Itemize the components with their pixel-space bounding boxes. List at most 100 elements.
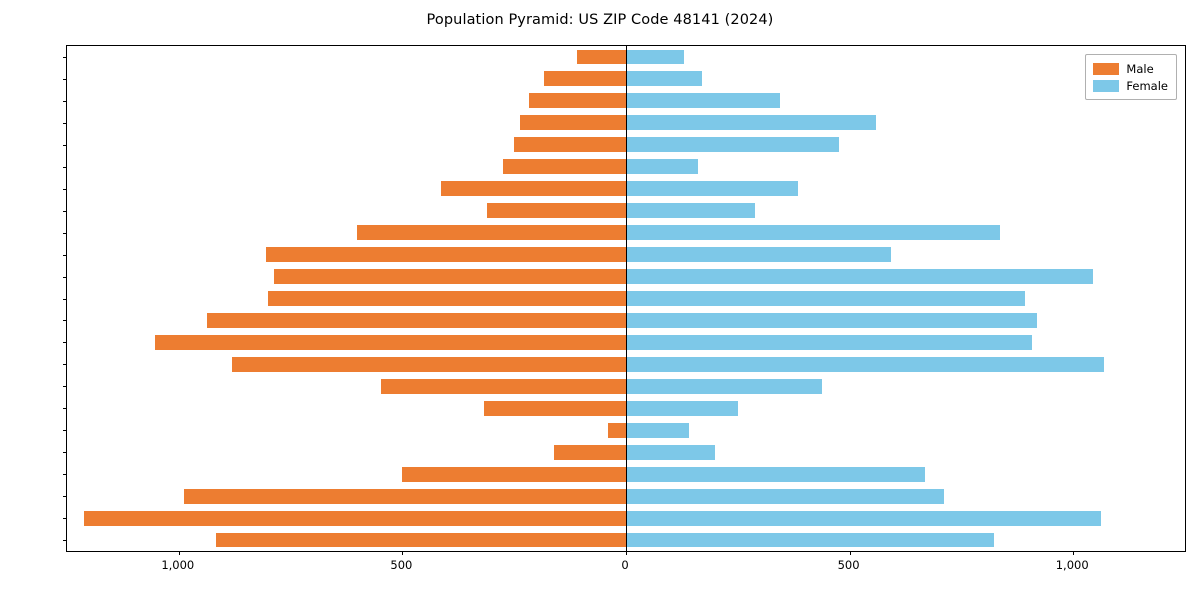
legend-label-female: Female — [1126, 78, 1168, 93]
bar-row — [67, 71, 1185, 87]
bar-row — [67, 269, 1185, 284]
bar-female — [626, 422, 689, 438]
bar-male — [502, 159, 626, 175]
bar-male — [513, 137, 626, 153]
y-axis-tick-mark — [63, 386, 67, 388]
bar-male — [216, 532, 626, 548]
bar-male — [268, 291, 626, 306]
bar-female — [626, 488, 944, 504]
bar-male — [577, 49, 626, 65]
bar-female — [626, 247, 892, 263]
y-axis-tick-mark — [63, 408, 67, 410]
bar-female — [626, 203, 756, 219]
bar-female — [626, 378, 822, 394]
bar-female — [626, 312, 1037, 328]
bar-row — [67, 532, 1185, 548]
bar-row — [67, 312, 1185, 328]
bar-female — [626, 115, 877, 131]
y-axis-tick-mark — [63, 188, 67, 190]
x-axis-tick-mark — [849, 551, 851, 555]
bar-row — [67, 181, 1185, 197]
bar-male — [356, 225, 626, 241]
bar-female — [626, 532, 994, 548]
bar-female — [626, 181, 798, 197]
x-axis-tick-mark — [626, 551, 627, 555]
bar-female — [626, 510, 1101, 526]
bar-row — [67, 422, 1185, 438]
x-axis-tick-mark — [1073, 551, 1075, 555]
bar-row — [67, 356, 1185, 372]
x-axis-tick-label: 0 — [621, 558, 629, 572]
bar-male — [84, 510, 626, 526]
y-axis-tick-mark — [63, 232, 67, 234]
x-axis-tick-mark — [402, 551, 404, 555]
y-axis-tick-mark — [63, 364, 67, 366]
bar-female — [626, 400, 739, 416]
bar-male — [381, 378, 626, 394]
bar-row — [67, 159, 1185, 175]
y-axis-tick-mark — [63, 56, 67, 58]
x-axis-tick-label: 500 — [390, 558, 413, 572]
bar-row — [67, 444, 1185, 460]
bar-row — [67, 247, 1185, 263]
y-axis-tick-mark — [63, 474, 67, 476]
bar-male — [519, 115, 626, 131]
bar-row — [67, 488, 1185, 504]
bar-female — [626, 269, 1093, 284]
y-axis-tick-mark — [63, 452, 67, 454]
bar-female — [626, 356, 1104, 372]
y-axis-tick-mark — [63, 210, 67, 212]
x-axis-tick-mark — [178, 551, 180, 555]
bar-male — [441, 181, 626, 197]
bar-male — [155, 334, 626, 350]
y-axis-tick-mark — [63, 78, 67, 80]
legend-item-female: Female — [1093, 77, 1168, 94]
y-axis-tick-mark — [63, 100, 67, 102]
bar-male — [553, 444, 626, 460]
y-axis-tick-mark — [63, 276, 67, 278]
bar-male — [486, 203, 626, 219]
y-axis-tick-mark — [63, 166, 67, 168]
y-axis-tick-mark — [63, 518, 67, 520]
bar-row — [67, 49, 1185, 65]
chart-title: Population Pyramid: US ZIP Code 48141 (2… — [426, 12, 774, 28]
bar-female — [626, 291, 1026, 306]
bar-row — [67, 115, 1185, 131]
chart-legend: Male Female — [1085, 54, 1177, 100]
bar-male — [266, 247, 626, 263]
legend-swatch-male — [1093, 62, 1120, 75]
bar-row — [67, 137, 1185, 153]
bar-row — [67, 510, 1185, 526]
bar-male — [183, 488, 626, 504]
bar-female — [626, 466, 926, 482]
bar-row — [67, 334, 1185, 350]
bar-female — [626, 334, 1032, 350]
bar-female — [626, 444, 715, 460]
y-axis-tick-mark — [63, 430, 67, 432]
bar-male — [231, 356, 626, 372]
bar-male — [483, 400, 626, 416]
y-axis-tick-mark — [63, 254, 67, 256]
bars-layer — [67, 46, 1185, 551]
bar-female — [626, 71, 702, 87]
y-axis-tick-mark — [63, 298, 67, 300]
x-axis-tick-label: 500 — [837, 558, 860, 572]
legend-label-male: Male — [1126, 61, 1154, 76]
bar-male — [528, 93, 626, 109]
bar-row — [67, 203, 1185, 219]
bar-female — [626, 93, 780, 109]
bar-row — [67, 291, 1185, 306]
bar-row — [67, 225, 1185, 241]
plot-area: Male Female — [63, 45, 1186, 555]
bar-row — [67, 400, 1185, 416]
zero-axis-line — [626, 46, 628, 551]
bar-row — [67, 93, 1185, 109]
bar-female — [626, 159, 698, 175]
y-axis-tick-mark — [63, 496, 67, 498]
y-axis-tick-mark — [63, 540, 67, 542]
bar-male — [207, 312, 626, 328]
bar-female — [626, 225, 1000, 241]
x-axis-tick-label: 1,000 — [161, 558, 195, 572]
y-axis-tick-mark — [63, 320, 67, 322]
